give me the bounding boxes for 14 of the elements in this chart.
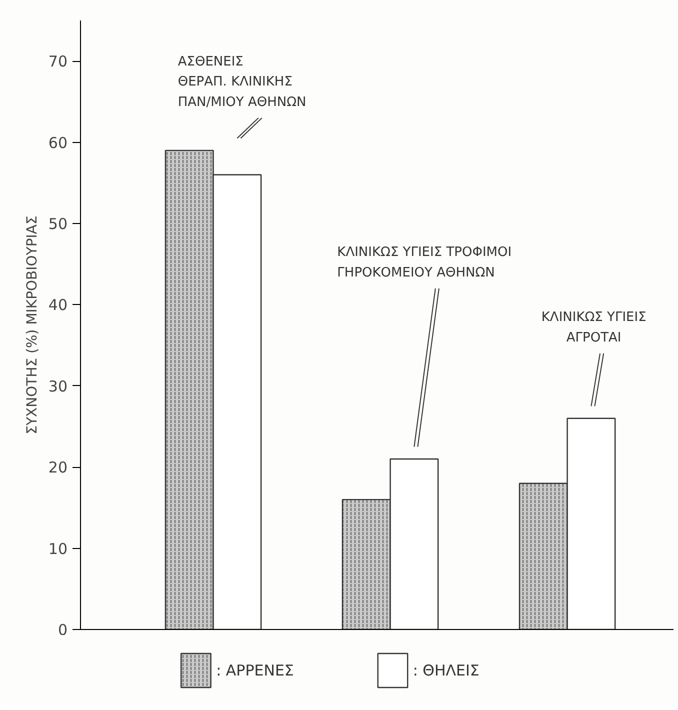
y-tick-label: 60 bbox=[48, 134, 68, 152]
y-tick-label: 50 bbox=[48, 215, 68, 233]
y-tick-label: 70 bbox=[48, 52, 68, 71]
y-tick-label: 40 bbox=[48, 296, 68, 314]
annotation: ΚΛΙΝΙΚΩΣ ΥΓΙΕΙΣ ΑΓΡΟΤΑΙ bbox=[541, 310, 646, 346]
legend-label: : ΑΡΡΕΝΕΣ bbox=[216, 662, 294, 680]
annotation: ΚΛΙΝΙΚΩΣ ΥΓΙΕΙΣ ΤΡΟΦΙΜΟΙ ΓΗΡΟΚΟΜΕΙΟΥ ΑΘΗΝΩΝ bbox=[337, 245, 512, 280]
y-tick-label: 10 bbox=[48, 540, 68, 558]
y-tick-label: 30 bbox=[48, 377, 68, 396]
y-tick-label: 0 bbox=[58, 621, 68, 639]
annotation: ΑΣΘΕΝΕΙΣ ΘΕΡΑΠ. ΚΛΙΝΙΚΗΣ ΠΑΝ/ΜΙΟΥ ΑΘΗΝΩΝ bbox=[178, 54, 306, 110]
legend-label: : ΘΗΛΕΙΣ bbox=[412, 662, 480, 680]
y-axis-title: ΣΥΧΝΟΤΗΣ (%) ΜΙΚΡΟΒΙΟΥΡΙΑΣ bbox=[24, 216, 40, 434]
y-tick-label: 20 bbox=[48, 458, 68, 477]
